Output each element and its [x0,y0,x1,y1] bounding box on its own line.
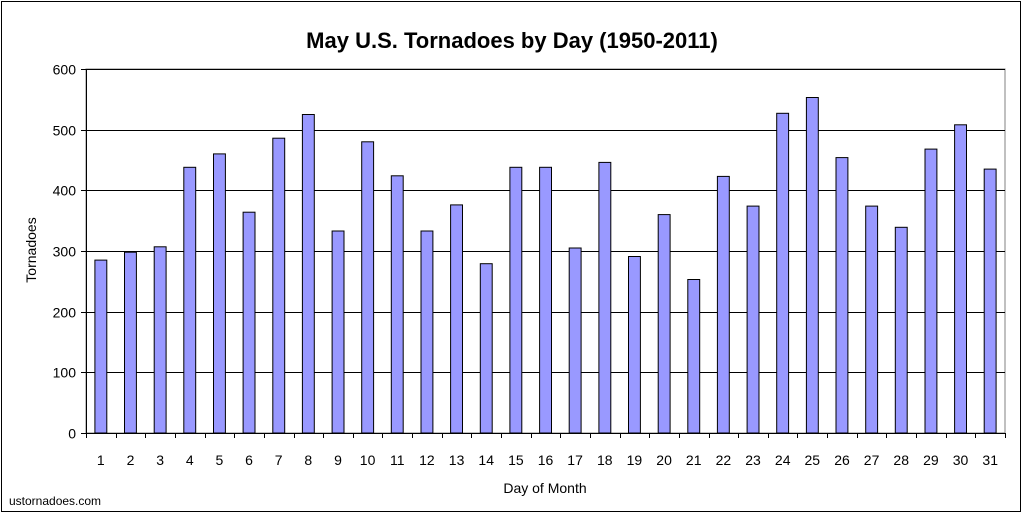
x-tick-label: 21 [686,452,702,468]
x-tick-label: 18 [597,452,613,468]
x-tick-label: 9 [334,452,342,468]
x-tick-label: 27 [864,452,880,468]
bar [894,226,908,434]
bar [331,230,345,434]
x-tick-label: 29 [923,452,939,468]
bar [213,153,226,434]
bar [983,168,997,434]
bar [479,263,493,434]
y-tick-label: 300 [53,244,77,260]
y-tick-label: 600 [53,62,77,78]
y-tick-label: 0 [68,426,76,442]
x-tick-label: 15 [508,452,524,468]
bar [865,205,879,434]
x-tick-label: 26 [834,452,850,468]
bar [924,148,938,434]
x-tick-label: 13 [449,452,465,468]
y-tick-labels: 0 100 200 300 400 500 600 [53,62,77,442]
x-tick-label: 4 [186,452,194,468]
x-tick-label: 7 [275,452,283,468]
x-tick-label: 11 [390,452,405,468]
x-tick-label: 5 [216,452,224,468]
x-tick-label: 1 [97,452,105,468]
credit-text: ustornadoes.com [9,494,101,508]
x-tick-label: 24 [775,452,791,468]
x-tick-label: 28 [893,452,909,468]
x-tick-label: 14 [478,452,494,468]
y-tick-label: 100 [53,365,77,381]
x-tick-label: 22 [716,452,732,468]
x-tick-label: 2 [127,452,135,468]
bar [124,251,137,434]
x-tick-label: 3 [156,452,164,468]
bar [539,166,552,434]
x-tick-label: 30 [953,452,969,468]
x-tick-label: 25 [805,452,821,468]
bar [776,112,790,434]
bar [598,161,612,434]
bar [361,141,375,434]
bar [509,166,523,434]
bar [687,279,701,434]
y-tick-label: 200 [53,305,77,321]
bar [390,175,404,434]
bar [805,97,819,434]
x-tick-label: 19 [627,452,643,468]
x-tick-label: 8 [304,452,312,468]
x-tick-label: 16 [538,452,554,468]
bar [301,114,315,434]
x-tick-label: 12 [419,452,435,468]
x-tick-label: 31 [982,452,998,468]
x-tick-label: 20 [656,452,672,468]
y-axis-label: Tornadoes [23,217,39,282]
bars [94,97,997,434]
bar [272,137,286,434]
bar [183,166,197,434]
x-tick-label: 17 [567,452,583,468]
x-axis-label: Day of Month [503,480,586,496]
axes [81,69,1006,438]
bar [657,214,671,434]
x-tick-labels: 1 2 3 4 5 6 7 8 9 10 11 12 13 14 15 16 17 18 19 20 21 22 23 24 2… [97,452,998,468]
bar [242,211,256,434]
bar [153,246,167,434]
bar [450,204,464,434]
bar [568,247,582,434]
x-tick-label: 10 [360,452,376,468]
chart-title: May U.S. Tornadoes by Day (1950-2011) [306,28,718,53]
x-tick-label: 6 [245,452,253,468]
bar [835,157,849,434]
bar [954,124,967,434]
bar [746,205,760,434]
bar [94,259,108,434]
y-tick-label: 500 [53,123,77,139]
bar [420,230,434,434]
bar [716,175,730,434]
bar [628,256,641,434]
x-tick-label: 23 [745,452,761,468]
y-tick-label: 400 [53,183,77,199]
